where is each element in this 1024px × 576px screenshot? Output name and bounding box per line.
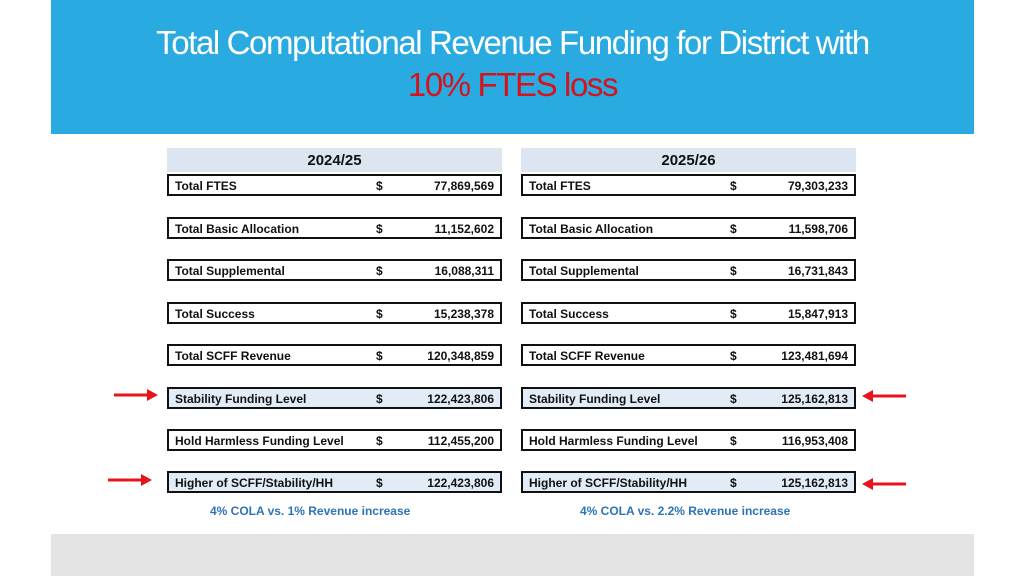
currency-symbol: $ (376, 392, 383, 406)
currency-symbol: $ (730, 264, 737, 278)
row-value: 122,423,806 (427, 476, 494, 490)
row-label: Higher of SCFF/Stability/HH (175, 476, 334, 490)
row-label: Hold Harmless Funding Level (175, 434, 344, 448)
arrow-left-icon (862, 478, 906, 490)
currency-symbol: $ (376, 307, 383, 321)
currency-symbol: $ (730, 476, 737, 490)
row-label: Total FTES (529, 179, 591, 193)
row-value: 11,152,602 (434, 222, 494, 236)
row-label: Total Supplemental (175, 264, 285, 278)
row-value: 122,423,806 (427, 392, 494, 406)
row-value: 77,869,569 (433, 179, 494, 193)
table-row-scff-revenue: Total SCFF Revenue $ 120,348,859 (167, 344, 502, 366)
currency-symbol: $ (376, 349, 383, 363)
title-line-2: 10% FTES loss (407, 66, 619, 103)
row-value: 123,481,694 (781, 349, 848, 363)
cola-note-2025-26: 4% COLA vs. 2.2% Revenue increase (580, 504, 791, 518)
table-row-scff-revenue: Total SCFF Revenue $ 123,481,694 (521, 344, 856, 366)
table-row-basic-allocation: Total Basic Allocation $ 11,152,602 (167, 217, 502, 239)
footer-bar (51, 534, 974, 576)
table-2024-25: 2024/25 Total FTES $ 77,869,569 Total Ba… (167, 148, 502, 493)
table-row-supplemental: Total Supplemental $ 16,731,843 (521, 259, 856, 281)
row-label: Total Success (175, 307, 255, 321)
row-label: Total FTES (175, 179, 237, 193)
table-row-hold-harmless: Hold Harmless Funding Level $ 112,455,20… (167, 429, 502, 451)
row-label: Total SCFF Revenue (529, 349, 645, 363)
row-label: Total Success (529, 307, 609, 321)
title-banner (51, 0, 974, 134)
row-value: 11,598,706 (788, 222, 848, 236)
row-value: 120,348,859 (427, 349, 494, 363)
row-label: Hold Harmless Funding Level (529, 434, 698, 448)
arrow-right-icon (114, 389, 158, 401)
row-label: Stability Funding Level (529, 392, 661, 406)
row-label: Total Supplemental (529, 264, 639, 278)
table-row-total-ftes: Total FTES $ 77,869,569 (167, 174, 502, 196)
row-label: Total SCFF Revenue (175, 349, 291, 363)
currency-symbol: $ (730, 307, 737, 321)
table-row-success: Total Success $ 15,238,378 (167, 302, 502, 324)
table-row-stability: Stability Funding Level $ 125,162,813 (521, 387, 856, 409)
currency-symbol: $ (376, 434, 383, 448)
row-label: Total Basic Allocation (529, 222, 654, 236)
row-label: Higher of SCFF/Stability/HH (529, 476, 688, 490)
row-value: 16,731,843 (787, 264, 848, 278)
table-row-basic-allocation: Total Basic Allocation $ 11,598,706 (521, 217, 856, 239)
arrow-right-icon (108, 474, 152, 486)
currency-symbol: $ (730, 179, 737, 193)
table-row-higher-of: Higher of SCFF/Stability/HH $ 122,423,80… (167, 471, 502, 493)
currency-symbol: $ (730, 434, 737, 448)
row-value: 16,088,311 (434, 264, 494, 278)
row-value: 112,455,200 (427, 434, 494, 448)
table-row-hold-harmless: Hold Harmless Funding Level $ 116,953,40… (521, 429, 856, 451)
currency-symbol: $ (376, 222, 383, 236)
slide-title: Total Computational Revenue Funding for … (51, 22, 974, 106)
currency-symbol: $ (376, 476, 383, 490)
row-value: 125,162,813 (781, 392, 848, 406)
row-value: 116,953,408 (781, 434, 848, 448)
row-value: 15,847,913 (787, 307, 848, 321)
table-row-supplemental: Total Supplemental $ 16,088,311 (167, 259, 502, 281)
row-value: 15,238,378 (433, 307, 494, 321)
row-label: Total Basic Allocation (175, 222, 300, 236)
table-2025-26: 2025/26 Total FTES $ 79,303,233 Total Ba… (521, 148, 856, 493)
currency-symbol: $ (730, 349, 737, 363)
table-row-higher-of: Higher of SCFF/Stability/HH $ 125,162,81… (521, 471, 856, 493)
year-header: 2025/26 (521, 148, 856, 172)
title-line-1: Total Computational Revenue Funding for … (156, 24, 870, 61)
row-value: 79,303,233 (787, 179, 848, 193)
currency-symbol: $ (376, 264, 383, 278)
table-row-stability: Stability Funding Level $ 122,423,806 (167, 387, 502, 409)
cola-note-2024-25: 4% COLA vs. 1% Revenue increase (210, 504, 411, 518)
year-header: 2024/25 (167, 148, 502, 172)
currency-symbol: $ (376, 179, 383, 193)
row-label: Stability Funding Level (175, 392, 307, 406)
currency-symbol: $ (730, 392, 737, 406)
currency-symbol: $ (730, 222, 737, 236)
arrow-left-icon (862, 390, 906, 402)
table-row-success: Total Success $ 15,847,913 (521, 302, 856, 324)
row-value: 125,162,813 (781, 476, 848, 490)
table-row-total-ftes: Total FTES $ 79,303,233 (521, 174, 856, 196)
